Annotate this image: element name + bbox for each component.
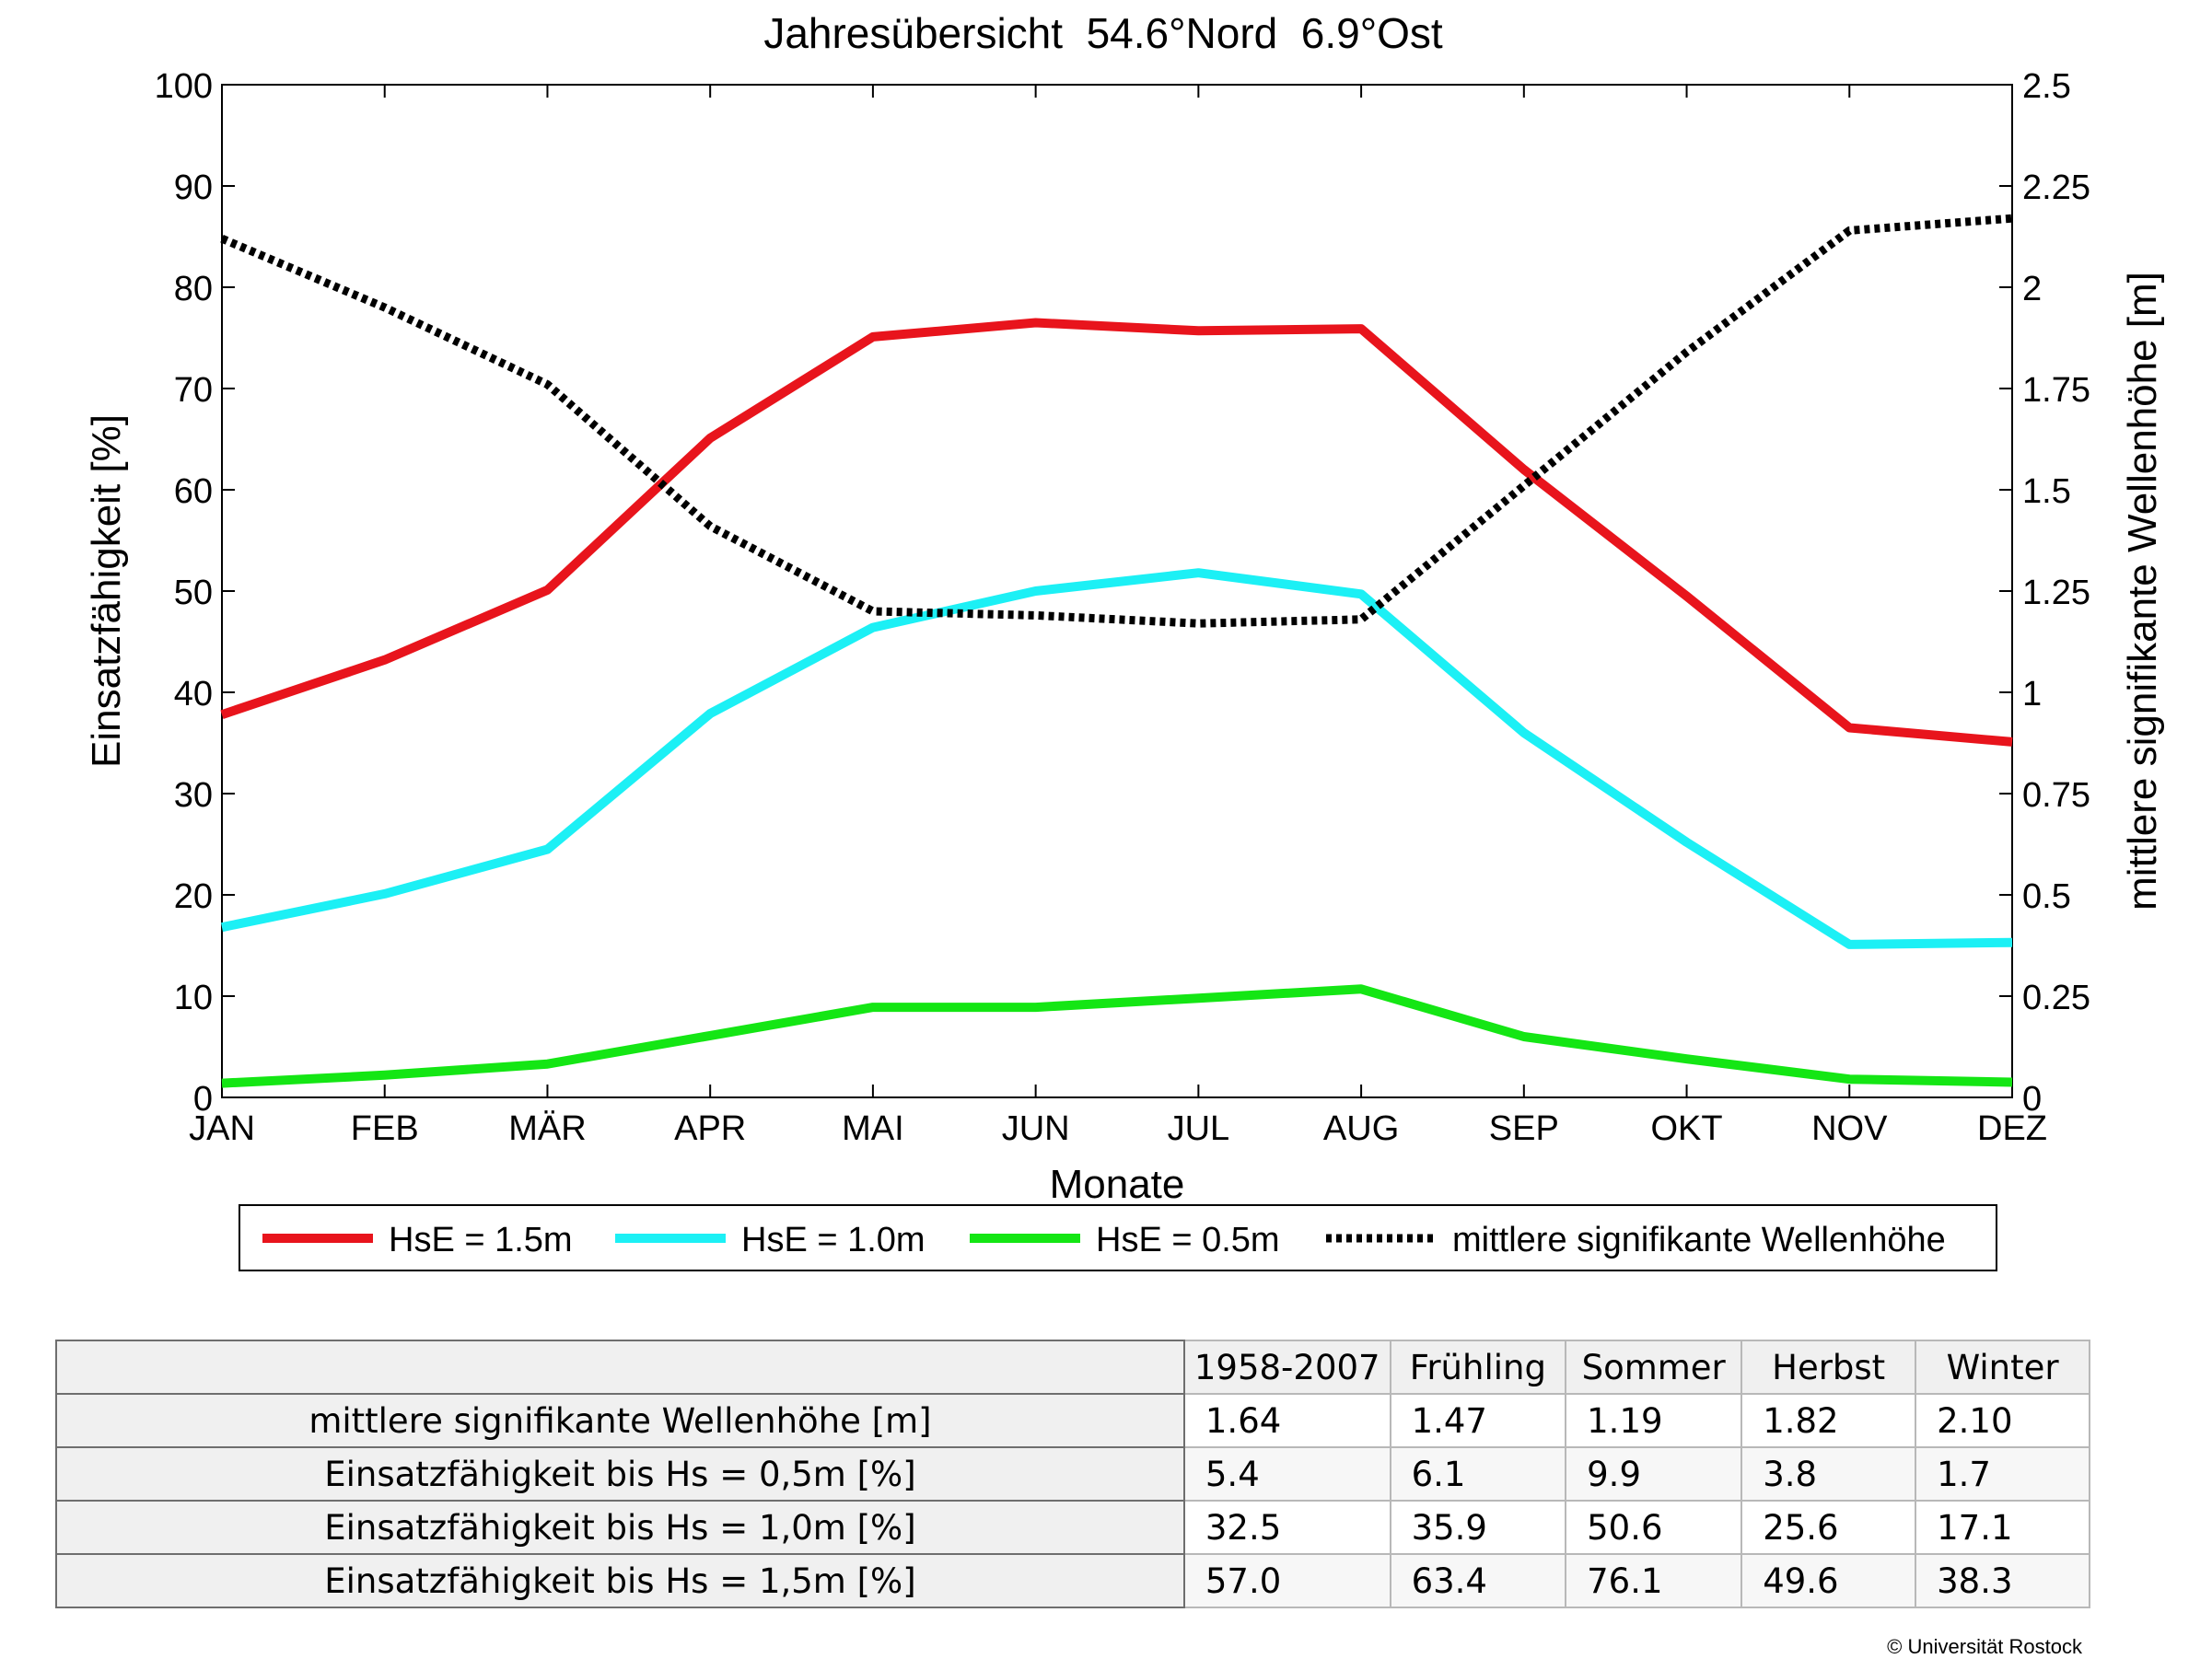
table-header-cell: 1958-2007 bbox=[1184, 1340, 1391, 1394]
table-cell: 38.3 bbox=[1915, 1554, 2090, 1607]
y-left-tick-label: 10 bbox=[174, 979, 213, 1017]
table-header-row: 1958-2007 Frühling Sommer Herbst Winter bbox=[56, 1340, 2090, 1394]
table-cell: 17.1 bbox=[1915, 1501, 2090, 1554]
table-row: Einsatzfähigkeit bis Hs = 0,5m [%] 5.4 6… bbox=[56, 1447, 2090, 1501]
y-left-tick-label: 100 bbox=[155, 67, 213, 106]
plot-area bbox=[222, 85, 2012, 1097]
chart: Jahresübersicht 54.6°Nord 6.9°Ost 010203… bbox=[0, 0, 2212, 1326]
y-left-tick-label: 40 bbox=[174, 675, 213, 713]
y-right-tick-label: 0.25 bbox=[2022, 979, 2090, 1017]
legend-label: HsE = 1.5m bbox=[389, 1221, 573, 1259]
x-tick-label: SEP bbox=[1489, 1109, 1559, 1148]
x-tick-label: MAI bbox=[842, 1109, 904, 1148]
table-header-cell: Winter bbox=[1915, 1340, 2090, 1394]
table-cell: 1.82 bbox=[1741, 1394, 1915, 1447]
y-right-tick-label: 1 bbox=[2022, 675, 2042, 713]
series-line bbox=[222, 218, 2012, 623]
table-cell: 49.6 bbox=[1741, 1554, 1915, 1607]
x-tick-label: OKT bbox=[1650, 1109, 1722, 1148]
y-right-tick-label: 2.25 bbox=[2022, 168, 2090, 207]
x-tick-label: JUL bbox=[1168, 1109, 1230, 1148]
table-corner-cell bbox=[56, 1340, 1184, 1394]
y-axis-right-label: mittlere signifikante Wellenhöhe [m] bbox=[2120, 272, 2165, 911]
table-cell: 1.7 bbox=[1915, 1447, 2090, 1501]
legend-label: mittlere signifikante Wellenhöhe bbox=[1452, 1221, 1946, 1259]
table-header-cell: Frühling bbox=[1391, 1340, 1566, 1394]
x-tick-label: MÄR bbox=[508, 1109, 586, 1148]
table-row: Einsatzfähigkeit bis Hs = 1,0m [%] 32.5 … bbox=[56, 1501, 2090, 1554]
x-tick-label: FEB bbox=[351, 1109, 419, 1148]
y-right-tick-label: 2.5 bbox=[2022, 67, 2071, 106]
x-axis-label: Monate bbox=[1050, 1162, 1185, 1207]
x-tick-label: JUN bbox=[1002, 1109, 1070, 1148]
series-line bbox=[222, 323, 2012, 742]
table-cell: 1.19 bbox=[1566, 1394, 1741, 1447]
y-right-tick-label: 0.75 bbox=[2022, 776, 2090, 815]
legend-label: HsE = 1.0m bbox=[741, 1221, 926, 1259]
legend-label: HsE = 0.5m bbox=[1096, 1221, 1280, 1259]
statistics-table: 1958-2007 Frühling Sommer Herbst Winter … bbox=[55, 1340, 2090, 1608]
x-axis: JAN FEB MÄR APR MAI JUN JUL AUG SEP OKT NOV DEZ bbox=[189, 85, 2047, 1148]
x-tick-label: NOV bbox=[1811, 1109, 1888, 1148]
y-right-tick-label: 0.5 bbox=[2022, 877, 2071, 916]
legend: HsE = 1.5m HsE = 1.0m HsE = 0.5m mittlere s… bbox=[262, 1221, 1946, 1259]
y-left-tick-label: 20 bbox=[174, 877, 213, 916]
y-axis-left-label: Einsatzfähigkeit [%] bbox=[84, 414, 129, 768]
y-right-tick-label: 1.25 bbox=[2022, 574, 2090, 612]
y-right-tick-label: 2 bbox=[2022, 270, 2042, 308]
table-header-cell: Herbst bbox=[1741, 1340, 1915, 1394]
table-cell: 63.4 bbox=[1391, 1554, 1566, 1607]
table-row-label: mittlere signifikante Wellenhöhe [m] bbox=[56, 1394, 1184, 1447]
table-header-cell: Sommer bbox=[1566, 1340, 1741, 1394]
table-cell: 5.4 bbox=[1184, 1447, 1391, 1501]
y-right-tick-label: 1.5 bbox=[2022, 472, 2071, 511]
series-line bbox=[222, 573, 2012, 945]
table-cell: 57.0 bbox=[1184, 1554, 1391, 1607]
y-left-tick-label: 30 bbox=[174, 776, 213, 815]
table-cell: 3.8 bbox=[1741, 1447, 1915, 1501]
table-row-label: Einsatzfähigkeit bis Hs = 1,0m [%] bbox=[56, 1501, 1184, 1554]
series-line bbox=[222, 989, 2012, 1083]
y-left-tick-label: 70 bbox=[174, 371, 213, 410]
y-left-tick-label: 50 bbox=[174, 574, 213, 612]
table-cell: 50.6 bbox=[1566, 1501, 1741, 1554]
y-left-tick-label: 60 bbox=[174, 472, 213, 511]
table-cell: 25.6 bbox=[1741, 1501, 1915, 1554]
y-left-tick-label: 90 bbox=[174, 168, 213, 207]
x-tick-label: DEZ bbox=[1977, 1109, 2047, 1148]
chart-title: Jahresübersicht 54.6°Nord 6.9°Ost bbox=[763, 9, 1443, 57]
table-row: Einsatzfähigkeit bis Hs = 1,5m [%] 57.0 … bbox=[56, 1554, 2090, 1607]
y-left-tick-label: 80 bbox=[174, 270, 213, 308]
y-right-tick-label: 1.75 bbox=[2022, 371, 2090, 410]
table-cell: 6.1 bbox=[1391, 1447, 1566, 1501]
table-cell: 1.47 bbox=[1391, 1394, 1566, 1447]
x-tick-label: JAN bbox=[189, 1109, 255, 1148]
table-cell: 32.5 bbox=[1184, 1501, 1391, 1554]
table-cell: 1.64 bbox=[1184, 1394, 1391, 1447]
table-cell: 2.10 bbox=[1915, 1394, 2090, 1447]
table-cell: 35.9 bbox=[1391, 1501, 1566, 1554]
x-tick-label: APR bbox=[674, 1109, 746, 1148]
copyright-note: © Universität Rostock bbox=[1887, 1635, 2082, 1659]
table-cell: 76.1 bbox=[1566, 1554, 1741, 1607]
x-tick-label: AUG bbox=[1323, 1109, 1399, 1148]
table-cell: 9.9 bbox=[1566, 1447, 1741, 1501]
table-row: mittlere signifikante Wellenhöhe [m] 1.6… bbox=[56, 1394, 2090, 1447]
table-row-label: Einsatzfähigkeit bis Hs = 0,5m [%] bbox=[56, 1447, 1184, 1501]
table-row-label: Einsatzfähigkeit bis Hs = 1,5m [%] bbox=[56, 1554, 1184, 1607]
series-lines bbox=[222, 218, 2012, 1084]
